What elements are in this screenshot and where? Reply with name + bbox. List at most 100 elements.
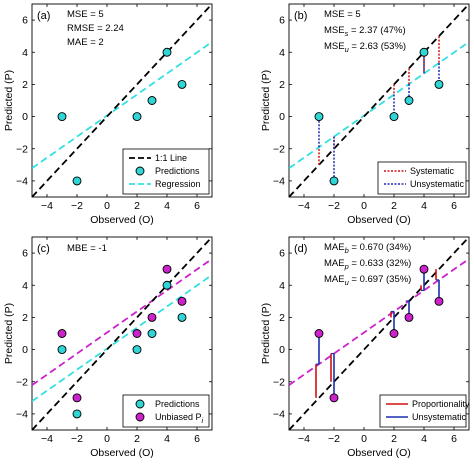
data-point: [147, 329, 157, 338]
unbiased-regression-line: [32, 258, 212, 386]
y-tick-label: −4: [273, 175, 285, 187]
x-tick-label: 6: [451, 433, 457, 445]
x-tick-label: 4: [164, 200, 170, 212]
data-point: [389, 112, 399, 122]
data-point: [404, 312, 414, 322]
y-tick-label: −2: [16, 376, 28, 388]
x-tick-label: 6: [451, 200, 457, 212]
annotations: (d) MAEb = 0.670 (34%) MAEp = 0.633 (32%) M…: [294, 242, 411, 287]
legend: 1:1 Line Predictions Regression: [122, 148, 210, 195]
metric-annotation: MBE = -1: [67, 243, 107, 254]
y-tick-label: 2: [279, 79, 285, 91]
legend: Proportionality Unsystematic: [379, 394, 470, 428]
data-point: [177, 312, 187, 322]
x-tick-label: 4: [421, 433, 427, 445]
y-tick-label: 6: [22, 15, 28, 27]
plot-area: [289, 4, 469, 197]
annotations: (b) MSE = 5 MSEs = 2.37 (47%) MSEu = 2.63 (…: [294, 9, 406, 54]
x-tick-label: −2: [71, 433, 83, 445]
legend-box: [377, 161, 467, 195]
legend-label: 1:1 Line: [155, 153, 187, 163]
x-tick-label: 4: [421, 200, 427, 212]
data-point: [389, 329, 399, 338]
x-tick-label: 0: [104, 433, 110, 445]
y-axis-label: Predicted (P): [3, 70, 15, 131]
data-point: [72, 176, 82, 186]
unbiased-point: [72, 393, 82, 403]
data-point: [57, 112, 67, 122]
metric-annotation: RMSE = 2.24: [67, 23, 124, 34]
unbiased-point: [147, 312, 157, 322]
y-tick-label: 4: [22, 47, 28, 59]
plot-area: [32, 4, 212, 197]
data-point: [147, 96, 157, 105]
x-tick-label: −4: [298, 200, 310, 212]
y-tick-label: 6: [279, 15, 285, 27]
x-tick-label: 6: [194, 433, 200, 445]
plot-area: [289, 237, 469, 430]
metric-annotation: MAEp = 0.633 (32%): [324, 258, 411, 271]
unbiased-point: [162, 264, 172, 274]
metric-annotation: MSEs = 2.37 (47%): [324, 25, 406, 38]
metric-annotation: MAE = 2: [67, 37, 104, 48]
y-axis-label: Predicted (P): [3, 303, 15, 364]
legend: Systematic Unsystematic: [377, 161, 467, 195]
y-tick-label: −2: [273, 376, 285, 388]
data-point: [314, 112, 324, 122]
x-tick-label: −4: [298, 433, 310, 445]
data-point: [329, 393, 339, 403]
data-point: [419, 47, 429, 57]
x-tick-label: 0: [361, 200, 367, 212]
metric-annotation: MSE = 5: [67, 9, 104, 20]
data-point: [434, 296, 444, 306]
x-tick-label: −4: [41, 200, 53, 212]
panel-label: (c): [37, 243, 50, 255]
y-tick-label: 6: [22, 248, 28, 260]
legend-label: Proportionality: [412, 399, 470, 409]
y-tick-label: 0: [22, 344, 28, 356]
panel-label: (a): [37, 10, 50, 22]
y-tick-label: 4: [279, 280, 285, 292]
data-point: [329, 176, 339, 186]
y-tick-label: 0: [279, 344, 285, 356]
legend-label: Systematic: [410, 166, 455, 176]
x-axis-label: Observed (O): [347, 214, 411, 226]
annotations: (a) MSE = 5 RMSE = 2.24 MAE = 2: [37, 9, 124, 48]
x-tick-label: 0: [361, 433, 367, 445]
data-point: [72, 409, 82, 419]
x-tick-label: −4: [41, 433, 53, 445]
y-tick-label: −2: [16, 143, 28, 155]
y-tick-label: 2: [279, 312, 285, 324]
panel-c: −4 −2 0 2 4 6 −4 −2 0 2 4 6 Observed (O) Predicted (P…: [3, 236, 213, 459]
x-tick-label: 2: [134, 200, 140, 212]
x-axis-label: Observed (O): [90, 214, 154, 226]
y-tick-label: −4: [16, 408, 28, 420]
unbiased-point: [57, 329, 67, 338]
data-point: [132, 345, 142, 355]
data-point: [162, 47, 172, 57]
x-tick-label: 2: [391, 433, 397, 445]
plot-area: [32, 237, 212, 430]
y-tick-label: −2: [273, 143, 285, 155]
y-tick-label: −4: [16, 175, 28, 187]
metric-annotation: MAEu = 0.697 (35%): [324, 274, 411, 287]
y-tick-label: 2: [22, 79, 28, 91]
legend-label: Unbiased Pi: [155, 412, 204, 425]
y-axis-label: Predicted (P): [260, 303, 272, 364]
x-tick-label: −2: [328, 433, 340, 445]
x-axis-label: Observed (O): [347, 447, 411, 459]
y-tick-label: −4: [273, 408, 285, 420]
y-tick-label: 6: [279, 248, 285, 260]
y-axis-label: Predicted (P): [260, 70, 272, 131]
metric-annotation: MSEu = 2.63 (53%): [324, 41, 406, 54]
annotations: (c) MBE = -1: [37, 243, 107, 255]
data-point: [57, 345, 67, 355]
unbiased-point: [132, 329, 142, 338]
panel-a: −4 −2 0 2 4 6 −4 −2 0 2 4 6 Observed (O) Predicted (P…: [3, 3, 213, 226]
metric-annotation: MSE = 5: [324, 9, 361, 20]
y-tick-label: 0: [22, 111, 28, 123]
legend: Predictions Unbiased Pi: [122, 394, 210, 428]
metric-annotation: MAEb = 0.670 (34%): [324, 242, 411, 255]
legend-swatch-point: [135, 399, 145, 409]
